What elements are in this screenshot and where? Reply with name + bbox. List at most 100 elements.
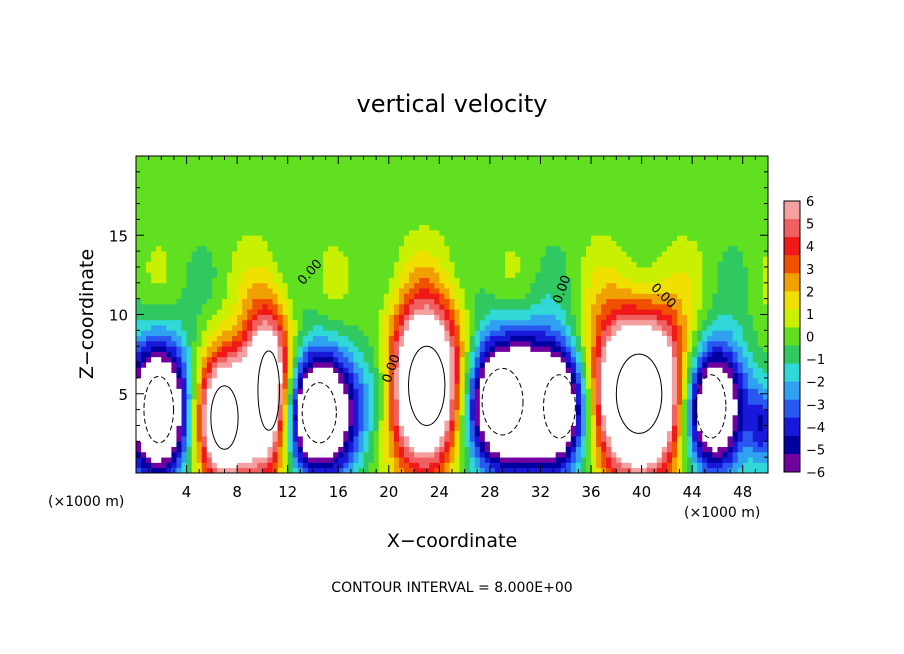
heatmap-cell [373, 261, 380, 268]
heatmap-cell [591, 436, 597, 442]
heatmap-cell [272, 272, 278, 278]
heatmap-cell [762, 319, 769, 326]
heatmap-cell [292, 436, 299, 442]
heatmap-cell [393, 399, 400, 405]
heatmap-cell [383, 319, 390, 326]
heatmap-cell [697, 436, 703, 442]
heatmap-cell [211, 319, 218, 326]
heatmap-cell [434, 430, 440, 437]
heatmap-cell [621, 362, 627, 368]
heatmap-cell [520, 404, 526, 410]
heatmap-cell [449, 393, 455, 400]
heatmap-cell [449, 404, 455, 410]
heatmap-cell [186, 293, 193, 300]
heatmap-cell [368, 404, 375, 410]
heatmap-cell [732, 441, 739, 447]
heatmap-cell [515, 446, 521, 453]
heatmap-cell [196, 404, 203, 410]
heatmap-cell [585, 462, 592, 469]
heatmap-cell [505, 298, 511, 305]
heatmap-cell [530, 325, 536, 331]
heatmap-cell [206, 346, 213, 352]
heatmap-cell [161, 298, 167, 305]
heatmap-cell [434, 420, 440, 426]
heatmap-cell [500, 335, 506, 342]
heatmap-cell [545, 409, 551, 416]
heatmap-cell [520, 430, 526, 437]
heatmap-cell [636, 388, 642, 395]
heatmap-cell [707, 303, 713, 310]
heatmap-cell [383, 441, 390, 447]
heatmap-cell [424, 351, 430, 358]
heatmap-cell [550, 282, 557, 289]
heatmap-cell [469, 451, 476, 458]
heatmap-cell [530, 451, 536, 458]
heatmap-cell [535, 325, 541, 331]
heatmap-cell [742, 404, 749, 410]
heatmap-cell [419, 457, 425, 463]
heatmap-cell [171, 261, 177, 268]
heatmap-cell [621, 388, 627, 395]
heatmap-cell [687, 414, 693, 421]
heatmap-cell [520, 383, 526, 389]
heatmap-cell [641, 340, 648, 347]
heatmap-cell [363, 420, 369, 426]
heatmap-cell [161, 335, 167, 342]
heatmap-cell [136, 340, 142, 347]
heatmap-cell [393, 457, 400, 463]
heatmap-cell [419, 388, 425, 395]
heatmap-cell [525, 266, 531, 273]
heatmap-cell [636, 346, 642, 352]
heatmap-cell [682, 330, 688, 337]
heatmap-cell [494, 377, 501, 384]
heatmap-cell [550, 346, 557, 352]
heatmap-cell [181, 436, 187, 442]
heatmap-cell [242, 451, 248, 458]
heatmap-cell [388, 277, 395, 284]
heatmap-cell [398, 414, 405, 421]
heatmap-cell [414, 436, 420, 442]
heatmap-cell [393, 346, 400, 352]
heatmap-cell [671, 351, 678, 358]
heatmap-cell [626, 462, 632, 469]
heatmap-cell [661, 457, 668, 463]
heatmap-cell [505, 383, 511, 389]
heatmap-cell [267, 309, 273, 315]
heatmap-cell [454, 436, 460, 442]
heatmap-cell [530, 467, 536, 474]
heatmap-cell [692, 351, 698, 358]
heatmap-cell [373, 372, 380, 379]
heatmap-cell [676, 367, 683, 374]
heatmap-cell [297, 399, 304, 405]
heatmap-cell [343, 309, 349, 315]
heatmap-cell [363, 325, 369, 331]
heatmap-cell [535, 446, 541, 453]
heatmap-cell [474, 383, 481, 389]
heatmap-cell [166, 325, 172, 331]
heatmap-cell [656, 414, 663, 421]
heatmap-cell [262, 340, 268, 347]
heatmap-cell [262, 272, 268, 278]
heatmap-cell [570, 409, 577, 416]
heatmap-cell [530, 346, 536, 352]
heatmap-cell [232, 409, 238, 416]
heatmap-cell [545, 303, 551, 310]
heatmap-cell [318, 446, 324, 453]
heatmap-cell [555, 446, 562, 453]
heatmap-cell [429, 388, 435, 395]
heatmap-cell [338, 362, 344, 368]
heatmap-cell [687, 340, 693, 347]
heatmap-cell [560, 409, 567, 416]
heatmap-cell [469, 325, 476, 331]
heatmap-cell [510, 388, 516, 395]
heatmap-cell [429, 340, 435, 347]
heatmap-cell [449, 293, 455, 300]
heatmap-cell [161, 393, 167, 400]
heatmap-cell [262, 399, 268, 405]
heatmap-cell [459, 272, 466, 278]
heatmap-cell [707, 420, 713, 426]
heatmap-cell [403, 399, 410, 405]
heatmap-cell [449, 362, 455, 368]
heatmap-cell [505, 266, 511, 273]
heatmap-cell [388, 409, 395, 416]
